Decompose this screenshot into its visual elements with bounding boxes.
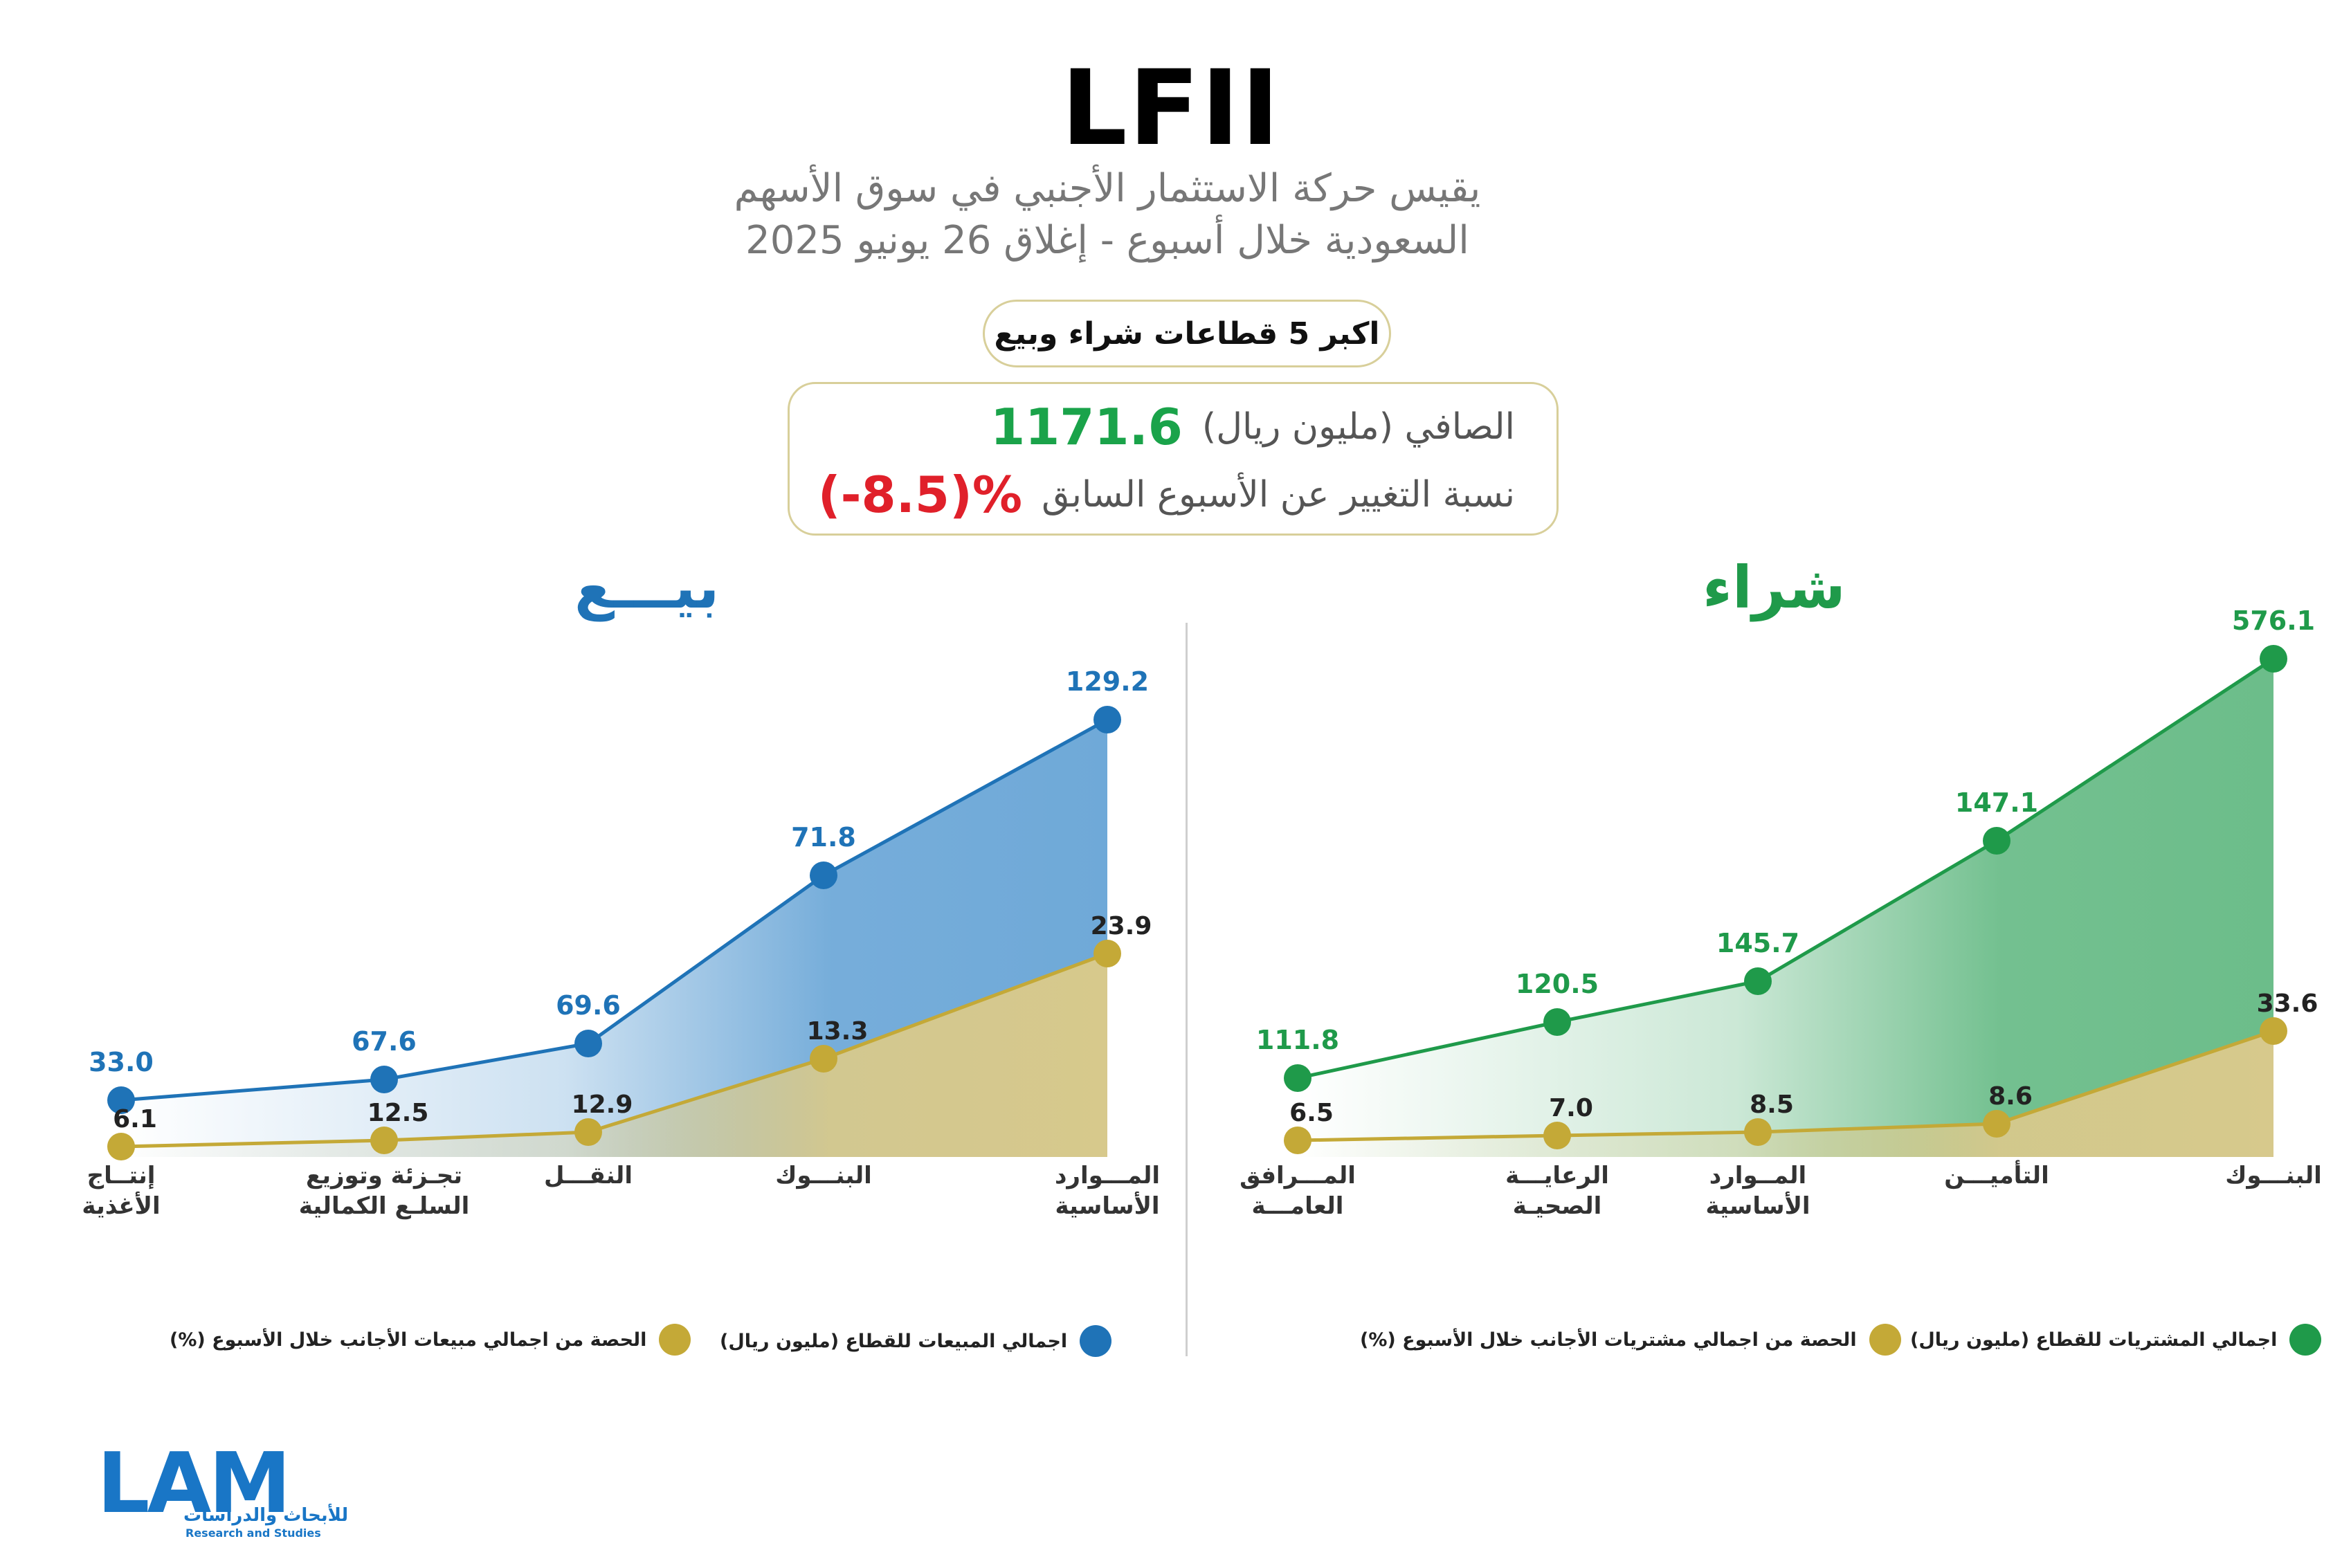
buy-category-label: المـــرافق	[1240, 1162, 1356, 1189]
sell-legend-total: اجمالي المبيعات للقطاع (مليون ريال)	[720, 1325, 1112, 1357]
sell-category-label: البنـــوك	[775, 1162, 872, 1189]
sell-share-value-label: 12.9	[572, 1091, 633, 1119]
buy-category-label: الرعايـــة	[1505, 1162, 1609, 1189]
sell-share-value-label: 13.3	[807, 1017, 869, 1046]
buy-share-value-label: 33.6	[2257, 990, 2318, 1018]
sell-total-value-label: 67.6	[352, 1026, 417, 1057]
sell-share-legend-label: الحصة من اجمالي مبيعات الأجانب خلال الأس…	[170, 1329, 647, 1351]
buy-category-label: العامـــة	[1252, 1192, 1344, 1220]
buy-share-point	[1543, 1122, 1571, 1149]
net-value: 1171.6	[990, 398, 1183, 456]
logo-mark: LAM	[97, 1436, 291, 1532]
sell-total-value-label: 69.6	[556, 990, 621, 1021]
buy-category-label: المــوارد	[1709, 1162, 1806, 1189]
sell-category-label: تجـزئة وتوزيع	[306, 1162, 462, 1189]
buy-share-area	[1298, 1031, 2273, 1157]
sell-total-point	[1093, 706, 1121, 733]
buy-share-point	[1983, 1110, 2010, 1138]
sell-category-label: النقـــل	[544, 1162, 633, 1189]
buy-total-value-label: 111.8	[1256, 1025, 1339, 1055]
buy-total-legend-dot	[2289, 1324, 2322, 1356]
buy-share-legend-label: الحصة من اجمالي مشتريات الأجانب خلال الأ…	[1360, 1329, 1857, 1351]
buy-total-value-label: 147.1	[1955, 787, 2038, 818]
buy-total-point	[1543, 1008, 1571, 1036]
buy-share-value-label: 6.5	[1289, 1099, 1334, 1127]
sell-total-value-label: 33.0	[89, 1047, 154, 1077]
buy-share-legend-dot	[1869, 1324, 1901, 1356]
sell-total-legend-dot	[1080, 1325, 1112, 1357]
sell-share-point	[370, 1127, 398, 1154]
subtitle-line-2: السعودية خلال أسبوع - إغلاق 26 يونيو 202…	[745, 218, 1469, 263]
subtitle-line-1: يقيس حركة الاستثمار الأجنبي في سوق الأسه…	[734, 166, 1481, 211]
sell-share-point	[1093, 940, 1121, 967]
buy-share-point	[1744, 1118, 1772, 1146]
sell-total-value-label: 71.8	[791, 822, 856, 853]
buy-legend-total: اجمالي المشتريات للقطاع (مليون ريال)	[1910, 1324, 2322, 1356]
change-value: (-8.5)%	[817, 466, 1023, 524]
sell-total-point	[370, 1066, 398, 1093]
sell-category-label: المـــوارد	[1055, 1162, 1160, 1189]
buy-total-point	[1983, 827, 2010, 855]
buy-share-value-label: 8.6	[1988, 1082, 2033, 1111]
top-sectors-pill: اكبر 5 قطاعات شراء وبيع	[983, 300, 1391, 367]
buy-total-value-label: 120.5	[1516, 969, 1599, 999]
sell-share-area	[121, 954, 1107, 1157]
buy-total-point	[1284, 1064, 1311, 1092]
sell-legend-share: الحصة من اجمالي مبيعات الأجانب خلال الأس…	[170, 1324, 691, 1356]
buy-total-point	[1744, 967, 1772, 995]
lam-logo: LAM	[97, 1436, 291, 1532]
change-label: نسبة التغيير عن الأسبوع السابق	[1042, 474, 1515, 516]
buy-total-point	[2260, 645, 2287, 673]
sell-panel-title: بيـــع	[574, 554, 720, 621]
buy-share-point	[2260, 1017, 2287, 1045]
sell-share-point	[810, 1045, 837, 1073]
net-label: الصافي (مليون ريال)	[1201, 406, 1515, 448]
logo-english-text: Research and Studies	[185, 1526, 321, 1540]
buy-total-legend-label: اجمالي المشتريات للقطاع (مليون ريال)	[1910, 1329, 2278, 1351]
sell-total-point	[107, 1086, 135, 1114]
sell-total-value-label: 129.2	[1066, 666, 1149, 697]
net-row: الصافي (مليون ريال) 1171.6	[990, 398, 1515, 456]
sell-category-label: الأساسية	[1055, 1191, 1159, 1220]
buy-total-area	[1298, 659, 2273, 1157]
sell-share-value-label: 6.1	[113, 1105, 157, 1133]
net-summary-box: الصافي (مليون ريال) 1171.6 نسبة التغيير …	[788, 382, 1559, 536]
buy-category-label: الأساسية	[1705, 1191, 1810, 1220]
sell-total-point	[574, 1030, 602, 1057]
buy-category-label: الصحيـة	[1513, 1192, 1602, 1220]
sell-share-legend-dot	[659, 1324, 691, 1356]
buy-category-label: التأميـــن	[1944, 1160, 2049, 1189]
buy-legend-share: الحصة من اجمالي مشتريات الأجانب خلال الأ…	[1360, 1324, 1901, 1356]
panel-divider	[1186, 623, 1188, 1356]
sell-category-label: الأغذية	[82, 1191, 160, 1220]
sell-total-point	[810, 862, 837, 889]
sell-category-label: إنتــاج	[87, 1162, 156, 1189]
buy-panel-title: شراء	[1703, 554, 1846, 621]
sell-category-label: السلـع الكمالية	[299, 1192, 470, 1220]
logo-arabic-text: للأبحاث والدراسات	[183, 1505, 349, 1526]
sell-share-point	[107, 1133, 135, 1160]
sell-share-value-label: 23.9	[1091, 912, 1152, 940]
sell-total-legend-label: اجمالي المبيعات للقطاع (مليون ريال)	[720, 1330, 1068, 1352]
page-title: LFII	[1061, 48, 1281, 169]
buy-share-point	[1284, 1127, 1311, 1154]
buy-share-value-label: 7.0	[1549, 1094, 1593, 1122]
sell-share-point	[574, 1118, 602, 1146]
buy-total-value-label: 576.1	[2232, 605, 2315, 636]
buy-share-value-label: 8.5	[1750, 1091, 1794, 1119]
sell-share-value-label: 12.5	[367, 1099, 429, 1127]
buy-total-value-label: 145.7	[1716, 928, 1799, 958]
change-row: نسبة التغيير عن الأسبوع السابق (-8.5)%	[818, 466, 1515, 524]
buy-category-label: البنـــوك	[2225, 1162, 2322, 1189]
